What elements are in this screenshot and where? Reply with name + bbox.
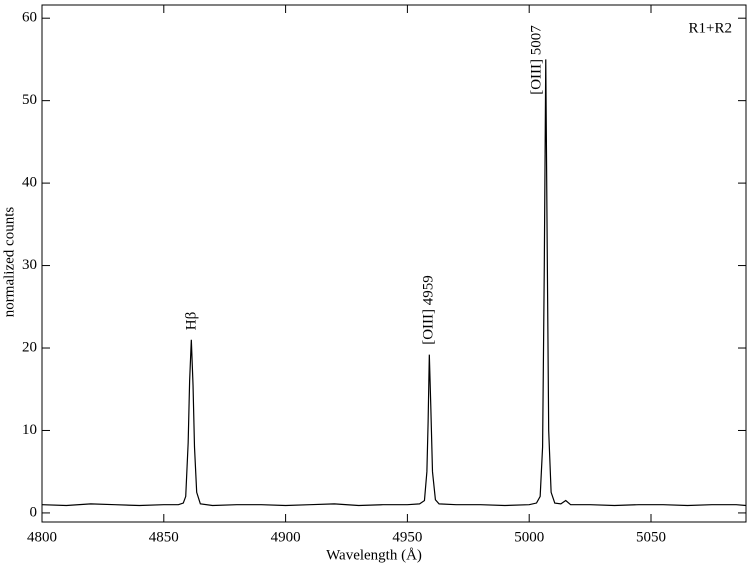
x-axis-label: Wavelength (Å) — [326, 547, 422, 563]
y-tick-label: 40 — [22, 175, 37, 191]
annotation: [OIII] 4959 — [420, 275, 436, 345]
y-tick-label: 30 — [22, 257, 37, 273]
y-tick-label: 60 — [22, 10, 37, 26]
y-tick-label: 0 — [30, 504, 38, 520]
annotation: R1+R2 — [689, 20, 732, 36]
y-tick-label: 50 — [22, 92, 37, 108]
x-tick-label: 4900 — [271, 529, 301, 545]
x-tick-label: 5000 — [514, 529, 544, 545]
y-tick-label: 20 — [22, 339, 37, 355]
annotation: [OIII] 5007 — [528, 25, 544, 95]
plot-frame — [41, 4, 747, 523]
x-tick-label: 4800 — [27, 529, 57, 545]
annotation: Hβ — [183, 312, 199, 330]
spectrum-line — [41, 59, 747, 507]
y-axis-label: normalized counts — [1, 207, 17, 318]
x-tick-label: 4950 — [392, 529, 422, 545]
y-tick-label: 10 — [22, 422, 37, 438]
x-tick-label: 4850 — [149, 529, 179, 545]
x-tick-label: 5050 — [636, 529, 666, 545]
